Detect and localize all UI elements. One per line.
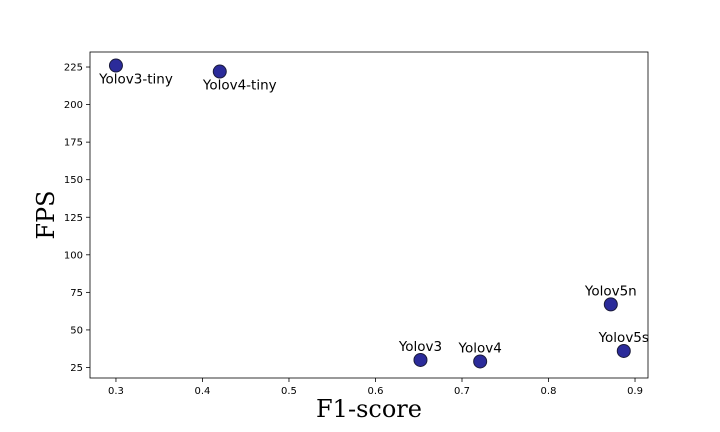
y-tick-label: 125	[64, 213, 83, 224]
y-tick-label: 200	[64, 100, 83, 111]
data-point	[212, 64, 227, 79]
point-label: Yolov3	[398, 339, 442, 355]
point-label: Yolov4	[458, 340, 502, 356]
x-tick-label: 0.8	[541, 386, 557, 397]
x-axis-title: F1-score	[316, 395, 422, 423]
y-axis-ticks: 25 50 75 100 125 150 175 200 225	[64, 63, 90, 374]
point-label: Yolov3-tiny	[98, 72, 173, 88]
x-tick-label: 0.4	[195, 386, 211, 397]
y-tick-label: 50	[70, 325, 83, 336]
y-tick-label: 175	[64, 138, 83, 149]
y-tick-label: 150	[64, 175, 83, 186]
data-point	[108, 58, 123, 73]
x-tick-label: 0.7	[454, 386, 470, 397]
point-label: Yolov4-tiny	[202, 78, 277, 94]
point-labels: Yolov3-tiny Yolov4-tiny Yolov3 Yolov4 Yolov5…	[98, 72, 649, 357]
x-tick-label: 0.5	[281, 386, 297, 397]
x-tick-label: 0.6	[368, 386, 384, 397]
y-tick-label: 225	[64, 63, 83, 74]
plot-frame	[89, 51, 649, 379]
data-point	[603, 297, 618, 312]
point-label: Yolov5n	[584, 283, 637, 299]
x-tick-label: 0.9	[627, 386, 643, 397]
x-axis-ticks: 0.3 0.4 0.5 0.6 0.7 0.8 0.9	[108, 378, 643, 397]
data-point	[473, 354, 488, 369]
data-point	[616, 343, 631, 358]
data-points	[108, 58, 631, 369]
y-tick-label: 25	[70, 363, 83, 374]
x-tick-label: 0.3	[108, 386, 124, 397]
y-tick-label: 75	[70, 288, 83, 299]
data-point	[413, 352, 428, 367]
y-tick-label: 100	[64, 250, 83, 261]
point-label: Yolov5s	[598, 330, 649, 346]
y-axis-title: FPS	[32, 190, 60, 239]
